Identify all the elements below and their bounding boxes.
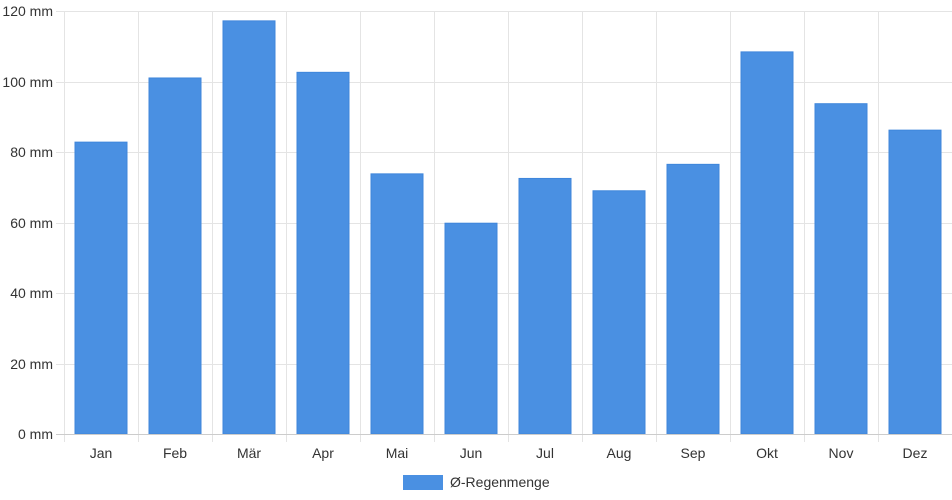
bar-jul[interactable] [518, 177, 572, 435]
bar-apr[interactable] [296, 71, 350, 435]
y-tick-label: 120 mm [2, 3, 53, 19]
bar-jan[interactable] [74, 141, 128, 435]
y-tick-label: 60 mm [10, 215, 53, 231]
x-tick-label: Jun [460, 445, 483, 461]
x-tick-label: Jan [90, 445, 113, 461]
x-tick-label: Okt [756, 445, 778, 461]
bar-mai[interactable] [370, 173, 424, 435]
y-tick-label: 80 mm [10, 144, 53, 160]
bar-sep[interactable] [666, 163, 720, 435]
y-tick-labels: 0 mm 20 mm 40 mm 60 mm 80 mm 100 mm 120 mm [2, 3, 53, 442]
bar-nov[interactable] [814, 103, 868, 435]
bar-okt[interactable] [740, 51, 794, 435]
x-tick-label: Mär [237, 445, 261, 461]
y-tick-label: 100 mm [2, 74, 53, 90]
axes [56, 11, 952, 435]
y-tick-label: 20 mm [10, 356, 53, 372]
legend[interactable]: Ø-Regenmenge [403, 474, 550, 490]
x-tick-label: Apr [312, 445, 334, 461]
grid-lines [64, 11, 952, 442]
legend-swatch[interactable] [403, 475, 443, 490]
bar-feb[interactable] [148, 77, 202, 435]
x-tick-label: Mai [386, 445, 409, 461]
bar-aug[interactable] [592, 190, 646, 435]
bar-mär[interactable] [222, 20, 276, 435]
x-tick-label: Sep [681, 445, 706, 461]
x-tick-label: Nov [829, 445, 854, 461]
y-tick-label: 40 mm [10, 285, 53, 301]
x-tick-labels: Jan Feb Mär Apr Mai Jun Jul Aug Sep Okt Nov Dez [90, 445, 928, 461]
legend-label[interactable]: Ø-Regenmenge [450, 474, 550, 490]
x-tick-label: Aug [607, 445, 632, 461]
bar-jun[interactable] [444, 222, 498, 435]
x-tick-label: Jul [536, 445, 554, 461]
bars [74, 20, 942, 435]
x-tick-label: Dez [903, 445, 928, 461]
y-tick-label: 0 mm [18, 426, 53, 442]
x-tick-label: Feb [163, 445, 187, 461]
bar-dez[interactable] [888, 129, 942, 435]
